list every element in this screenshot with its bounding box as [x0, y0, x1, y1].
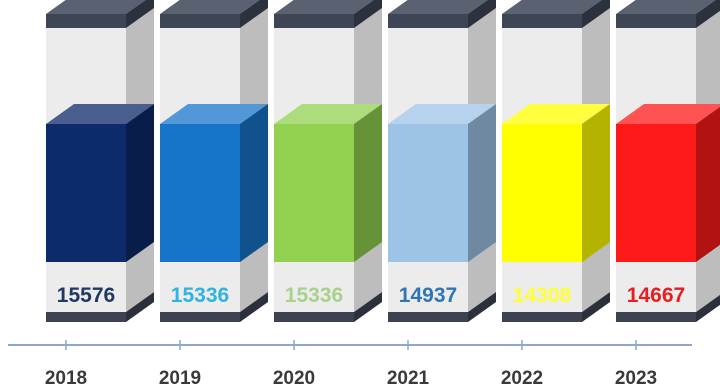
column-2018: 15576 [46, 0, 154, 322]
bar-2018-top [46, 104, 154, 124]
column-cap-front [616, 14, 696, 28]
column-2019: 15336 [160, 0, 268, 322]
x-tick-label: 2020 [273, 368, 315, 387]
data-label: 14937 [399, 284, 457, 307]
bar-2022-top [502, 104, 610, 124]
column-cap-side [696, 0, 720, 28]
column-base-side [582, 292, 610, 322]
bar-2019-side [240, 104, 268, 262]
column-cap-front [274, 14, 354, 28]
bar-2021-front [388, 124, 468, 262]
column-base-front [46, 312, 126, 322]
x-tick-label: 2018 [45, 368, 87, 387]
x-tick-label: 2022 [501, 368, 543, 387]
bar-2018-front [46, 124, 126, 262]
column-cap-side [582, 0, 610, 28]
bar-2019-top [160, 104, 268, 124]
column-cap-side [354, 0, 382, 28]
bar-2023-side [696, 106, 720, 262]
bar-2023-front [616, 124, 696, 262]
bar [274, 104, 382, 262]
x-tick-label: 2019 [159, 368, 201, 387]
column-2020: 15336 [274, 0, 382, 322]
column-2022: 14308 [502, 0, 610, 322]
column-base-front [274, 312, 354, 322]
bar-2022-side [582, 104, 610, 262]
bar-2020-side [354, 104, 382, 262]
column-base-side [126, 292, 154, 322]
column-2023: 14667 [616, 0, 720, 322]
bar-2020-front [274, 124, 354, 262]
data-label: 15336 [285, 284, 343, 307]
column-base-front [502, 312, 582, 322]
column-cap-top [160, 0, 260, 14]
x-tick-label: 2021 [387, 368, 430, 387]
column-cap-top [388, 0, 488, 14]
column-base-side [354, 292, 382, 322]
column-cap-side [240, 0, 268, 28]
bar [616, 104, 720, 262]
bar-2019-front [160, 124, 240, 262]
column-cap-top [616, 0, 716, 14]
x-tick-label: 2023 [615, 368, 657, 387]
column-base-front [160, 312, 240, 322]
bar-2023-top [616, 104, 720, 124]
bar [160, 104, 268, 262]
column-cap-side [126, 0, 154, 28]
column-2021: 14937 [388, 0, 496, 322]
bar [388, 104, 496, 262]
column-base-front [388, 312, 468, 322]
bar [46, 104, 154, 262]
data-label: 15576 [57, 284, 115, 307]
column-cap-front [46, 14, 126, 28]
column-base-front [616, 312, 696, 322]
bar-2021-side [468, 104, 496, 262]
data-label: 14667 [627, 284, 685, 307]
column-cap-top [502, 0, 602, 14]
column-cap-top [274, 0, 374, 14]
column-cap-front [388, 14, 468, 28]
column-cap-top [46, 0, 146, 14]
data-label: 14308 [513, 284, 572, 307]
bar-2022-front [502, 124, 582, 262]
bar-2020-top [274, 104, 382, 124]
column-cap-side [468, 0, 496, 28]
bar-2018-side [126, 104, 154, 262]
column-base-side [468, 292, 496, 322]
bar-2021-top [388, 104, 496, 124]
column-base-side [240, 292, 268, 322]
column-cap-front [160, 14, 240, 28]
bar [502, 104, 610, 262]
column-cap-front [502, 14, 582, 28]
column-base-side [696, 294, 720, 322]
data-label: 15336 [171, 284, 229, 307]
